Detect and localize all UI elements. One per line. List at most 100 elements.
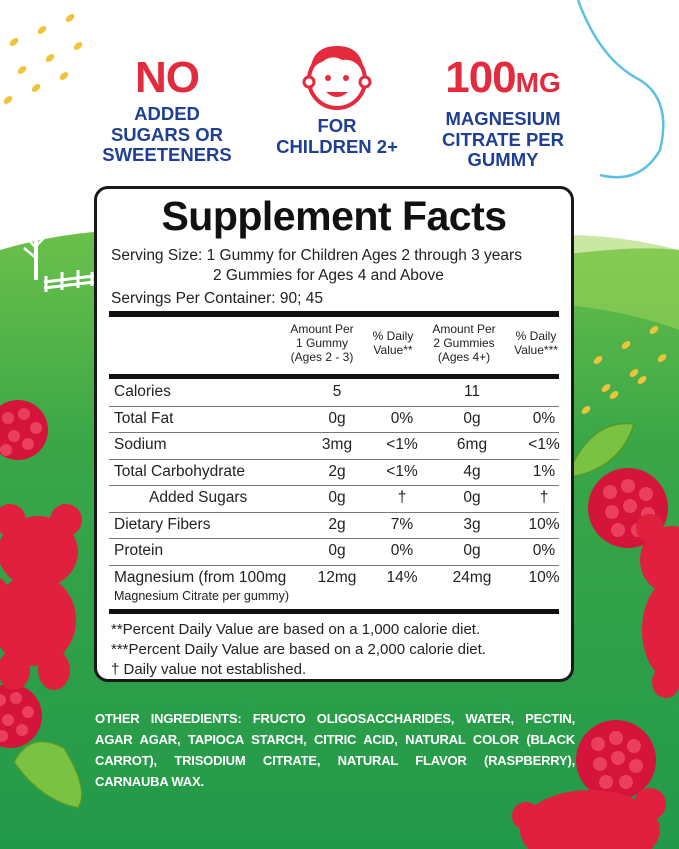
badge-text: FOR CHILDREN 2+ — [252, 115, 422, 157]
for-children-badge: FOR CHILDREN 2+ — [252, 40, 422, 157]
badge-headline-unit: MG — [515, 67, 561, 98]
nutrient-name: Protein — [114, 542, 164, 559]
amount-2: 0g — [463, 542, 481, 559]
column-header-line: 1 Gummy — [295, 336, 348, 350]
nutrient-name: Total Carbohydrate — [114, 462, 245, 480]
raspberry-icon — [0, 400, 48, 460]
nutrient-name: Total Fat — [114, 409, 174, 427]
amount-1: 3mg — [321, 436, 353, 453]
leaf-icon — [13, 740, 83, 809]
other-ingredients-label: OTHER INGREDIENTS: — [95, 711, 242, 726]
supplement-facts-panel: Supplement Facts Serving Size: 1 Gummy f… — [94, 186, 574, 682]
daily-value-1: 0% — [390, 409, 414, 427]
column-header-amount-1: Amount Per 1 Gummy (Ages 2 - 3) — [282, 322, 362, 364]
amount-2: 11 — [463, 383, 481, 400]
badge-line: CITRATE PER — [442, 128, 564, 150]
badge-line: MAGNESIUM — [445, 108, 561, 129]
badge-line: FOR — [317, 115, 357, 136]
magnesium-badge: 100MG MAGNESIUM CITRATE PER GUMMY — [428, 56, 578, 171]
column-header-line: Value*** — [514, 343, 558, 357]
amount-1: 0g — [328, 489, 346, 506]
daily-value-1: <1% — [386, 462, 418, 480]
other-ingredients-text: FRUCTO OLIGOSACCHARIDES, WATER, PECTIN, … — [95, 711, 575, 789]
divider — [109, 609, 559, 614]
badge-headline: NO — [135, 53, 200, 102]
daily-value-2: 0% — [532, 542, 556, 559]
daily-value-2: † — [539, 489, 549, 506]
column-header-line: % Daily — [372, 329, 414, 343]
leaf-icon — [564, 422, 635, 479]
badge-line: SWEETENERS — [102, 144, 232, 165]
nutrient-name: Sodium — [114, 436, 167, 453]
decor-dots — [3, 14, 667, 414]
daily-value-1: <1% — [386, 436, 418, 453]
servings-per-container: Servings Per Container: 90; 45 — [111, 290, 323, 307]
amount-2: 0g — [463, 489, 481, 506]
badge-headline: 100MG — [428, 56, 578, 105]
amount-2: 6mg — [456, 436, 488, 453]
daily-value-2: 1% — [532, 462, 556, 480]
amount-2: 4g — [463, 462, 481, 480]
column-header-line: Value** — [373, 343, 413, 357]
badge-text: MAGNESIUM CITRATE PER GUMMY — [428, 108, 578, 171]
gummy-bear-icon — [0, 504, 82, 690]
nutrient-row: Calories 5 11 — [109, 379, 559, 407]
daily-value-1: 14% — [386, 568, 418, 586]
badge-line: GUMMY — [467, 149, 539, 170]
amount-2: 0g — [463, 409, 481, 427]
nutrient-name: Calories — [114, 383, 171, 400]
amount-2: 3g — [463, 515, 481, 533]
child-face-icon — [302, 46, 372, 110]
serving-size-line: Serving Size: 1 Gummy for Children Ages … — [111, 247, 522, 264]
facts-title: Supplement Facts — [161, 193, 507, 239]
nutrient-row: Dietary Fibers 2g 7% 3g 10% — [109, 512, 560, 539]
amount-1: 12mg — [317, 568, 357, 586]
badge-headline-number: 100 — [445, 53, 516, 102]
decor-curve — [576, 0, 665, 179]
gummy-bear-icon — [512, 788, 666, 849]
column-header-line: (Ages 4+) — [437, 350, 491, 364]
raspberry-icon — [0, 684, 42, 748]
nutrient-name: Dietary Fibers — [114, 515, 211, 533]
nutrient-row: Added Sugars 0g † 0g † — [109, 485, 559, 513]
serving-size-line: 2 Gummies for Ages 4 and Above — [213, 267, 444, 284]
nutrient-row: Total Fat 0g 0% 0g 0% — [109, 406, 559, 433]
daily-value-2: 0% — [532, 409, 556, 427]
amount-1: 5 — [332, 383, 342, 400]
amount-1: 0g — [328, 409, 346, 427]
other-ingredients: OTHER INGREDIENTS: FRUCTO OLIGOSACCHARID… — [95, 708, 575, 792]
column-header-amount-2: Amount Per 2 Gummies (Ages 4+) — [423, 322, 505, 364]
column-header-line: Amount Per — [432, 322, 496, 336]
daily-value-2: <1% — [528, 436, 560, 453]
daily-value-2: 10% — [528, 568, 560, 586]
badge-line: ADDED — [134, 103, 200, 124]
fence-icon — [43, 270, 95, 292]
amount-1: 2g — [328, 515, 346, 533]
nutrient-row: Magnesium (from 100mg Magnesium Citrate … — [109, 565, 560, 612]
badge-line: SUGARS OR — [110, 123, 224, 145]
amount-1: 0g — [328, 542, 346, 559]
column-header-dv-1: % Daily Value** — [367, 329, 419, 357]
daily-value-1: 0% — [390, 542, 414, 559]
amount-1: 2g — [328, 462, 346, 480]
column-header-line: 2 Gummies — [433, 336, 495, 350]
column-header-dv-2: % Daily Value*** — [505, 329, 567, 357]
daily-value-1: 7% — [390, 515, 414, 533]
amount-2: 24mg — [452, 568, 492, 586]
divider — [109, 374, 559, 379]
nutrient-name: Added Sugars — [149, 489, 248, 506]
column-header-line: (Ages 2 - 3) — [290, 350, 354, 364]
column-header-line: Amount Per — [290, 322, 354, 336]
daily-value-1: † — [397, 489, 407, 506]
footnote: † Daily value not established. — [111, 661, 307, 678]
nutrient-name: Magnesium (from 100mg — [114, 568, 287, 586]
badge-text: ADDED SUGARS OR SWEETENERS — [92, 103, 242, 166]
no-added-sugars-badge: NO ADDED SUGARS OR SWEETENERS — [92, 56, 242, 166]
nutrient-row: Sodium 3mg <1% 6mg <1% — [109, 432, 560, 460]
tree-icon — [8, 184, 64, 280]
column-header-line: % Daily — [515, 329, 557, 343]
nutrient-row: Total Carbohydrate 2g <1% 4g 1% — [109, 459, 559, 486]
badge-line: CHILDREN 2+ — [276, 135, 398, 157]
nutrient-row: Protein 0g 0% 0g 0% — [109, 538, 559, 566]
